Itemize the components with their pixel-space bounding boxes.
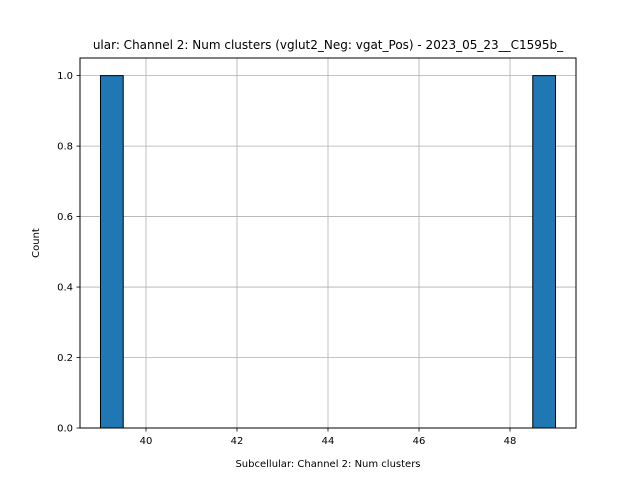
- x-tick-label: 48: [504, 436, 517, 447]
- x-axis-ticks: 40 42 44 46 48: [140, 428, 517, 447]
- y-tick-label: 0.8: [57, 142, 73, 153]
- x-axis-label: Subcellular: Channel 2: Num clusters: [235, 459, 420, 470]
- x-tick-label: 46: [413, 436, 426, 447]
- histogram-bars: [99, 75, 557, 429]
- x-tick-label: 40: [140, 436, 153, 447]
- y-tick-label: 1.0: [57, 71, 73, 82]
- x-tick-label: 42: [231, 436, 244, 447]
- x-tick-label: 44: [322, 436, 335, 447]
- y-tick-label: 0.0: [57, 424, 73, 435]
- y-axis-ticks: 0.0 0.2 0.4 0.6 0.8 1.0: [57, 71, 80, 435]
- y-axis-label: Count: [31, 228, 42, 258]
- histogram-bar: [532, 75, 557, 429]
- y-tick-label: 0.6: [57, 212, 73, 223]
- chart-title: ular: Channel 2: Num clusters (vglut2_Ne…: [93, 38, 564, 52]
- histogram-bar: [99, 75, 124, 429]
- grid-lines: [80, 58, 576, 429]
- y-tick-label: 0.4: [57, 283, 73, 294]
- y-tick-label: 0.2: [57, 353, 73, 364]
